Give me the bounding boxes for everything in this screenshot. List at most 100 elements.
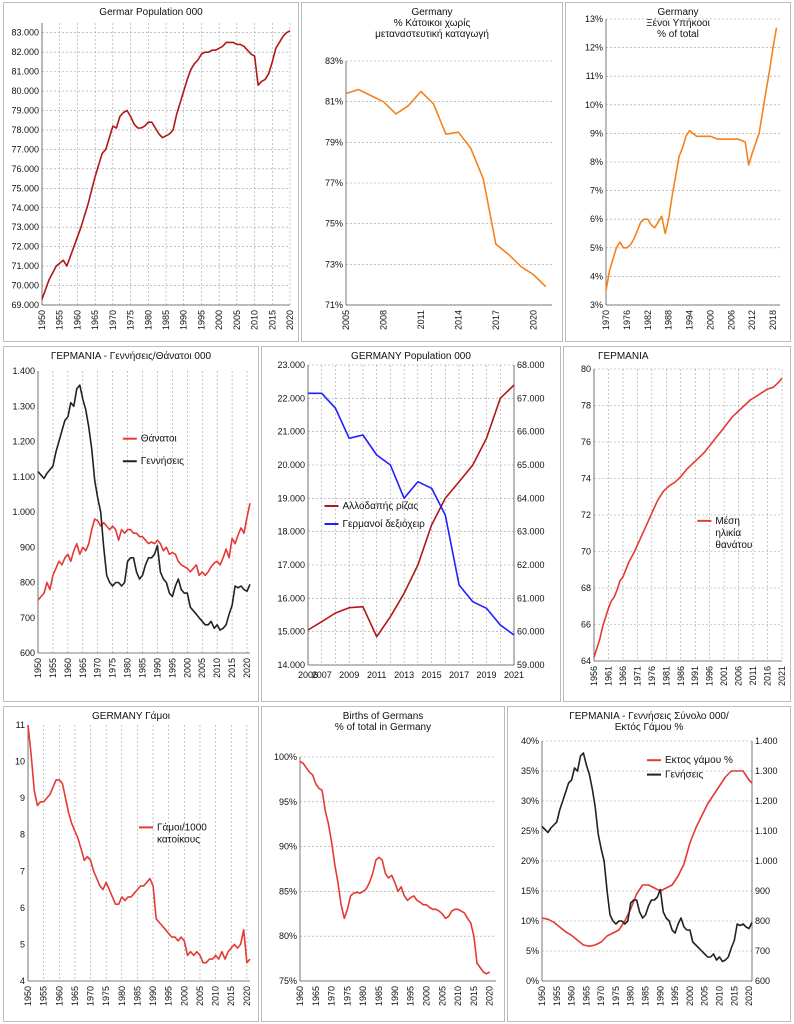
y-tick-label: 30% [521,796,539,806]
x-tick-label: 2017 [491,310,501,330]
x-tick-label: 2021 [777,666,787,686]
y-tick-label: 35% [521,766,539,776]
x-tick-label: 1965 [90,310,100,330]
legend-label: Γενήσεις [665,769,703,781]
y-tick-label: 4% [590,271,603,281]
chart-population: Germar Population 000 69.000 70.000 71.000 7… [3,2,299,342]
y-tick-label: 21.000 [277,427,305,437]
y-tick-label: 83.000 [11,28,39,38]
x-tick-label: 2000 [705,310,715,330]
y2-tick-label: 700 [755,946,770,956]
y-tick-label: 700 [20,613,35,623]
chart-title: μεταναστευτική καταγωγή [375,28,489,40]
x-tick-label: 2010 [250,310,260,330]
x-tick-label: 2013 [394,670,414,680]
y-tick-label: 6 [20,903,25,913]
y-tick-label: 1.100 [12,472,35,482]
y-tick-label: 15.000 [277,627,305,637]
legend-label: Γεννήσεις [141,455,184,467]
x-tick-label: 2016 [763,666,773,686]
x-tick-label: 1995 [196,310,206,330]
x-tick-label: 2005 [195,986,205,1006]
x-tick-label: 1960 [54,986,64,1006]
x-tick-label: 2000 [179,986,189,1006]
x-tick-label: 2020 [744,986,754,1006]
y-tick-label: 79.000 [11,106,39,116]
x-tick-label: 1955 [48,658,58,678]
x-tick-label: 1990 [148,986,158,1006]
legend-label: θανάτου [715,539,752,551]
y-tick-label: 14.000 [277,660,305,670]
x-tick-label: 1995 [167,658,177,678]
chart-title: Germany [411,7,452,18]
x-tick-label: 2015 [227,658,237,678]
x-tick-label: 2010 [714,986,724,1006]
series-line-0 [27,724,251,964]
x-tick-label: 2005 [437,986,447,1006]
x-tick-label: 1970 [86,986,96,1006]
x-tick-label: 1965 [70,986,80,1006]
x-tick-label: 1976 [622,310,632,330]
y-tick-label: 25% [521,826,539,836]
chart-title: % of total [657,29,699,40]
y-tick-label: 77% [325,178,343,188]
legend-label: ηλικία [715,527,741,539]
x-tick-label: 1971 [632,666,642,686]
x-tick-label: 1990 [655,986,665,1006]
x-tick-label: 2018 [768,310,778,330]
series-line-0 [345,88,547,288]
chart-title: Germany [657,7,698,18]
y2-tick-label: 63.000 [517,527,545,537]
x-tick-label: 1965 [311,986,321,1006]
y2-tick-label: 67.000 [517,393,545,403]
y-tick-label: 64 [581,656,591,666]
x-tick-label: 1980 [117,986,127,1006]
y-tick-label: 73.000 [11,222,39,232]
x-tick-label: 2010 [453,986,463,1006]
y-tick-label: 5% [526,946,539,956]
chart-title: Εκτός Γάμου % [615,721,684,733]
x-tick-label: 1960 [567,986,577,1006]
y-tick-label: 9 [20,793,25,803]
y-tick-label: 100% [274,752,297,762]
y-tick-label: 5 [20,939,25,949]
y-tick-label: 9% [590,128,603,138]
chart-title: GERMANY Population 000 [351,351,471,362]
y-tick-label: 77.000 [11,144,39,154]
x-tick-label: 1980 [358,986,368,1006]
series-line-0 [541,770,753,947]
x-tick-label: 2000 [214,310,224,330]
x-tick-label: 1975 [611,986,621,1006]
x-tick-label: 2005 [197,658,207,678]
y2-tick-label: 68.000 [517,360,545,370]
x-tick-label: 1976 [647,666,657,686]
x-tick-label: 1956 [589,666,599,686]
y-tick-label: 72.000 [11,242,39,252]
y-tick-label: 23.000 [277,360,305,370]
series-line-0 [299,760,491,975]
x-tick-label: 1950 [33,658,43,678]
x-tick-label: 1980 [143,310,153,330]
x-tick-label: 1955 [55,310,65,330]
y-tick-label: 900 [20,542,35,552]
legend-label: Θάνατοι [141,433,177,445]
x-tick-label: 1950 [37,310,47,330]
x-tick-label: 2021 [504,670,524,680]
chart-population-origin: GERMANY Population 000 14.000 15.000 16.000… [261,346,561,702]
y2-tick-label: 1.000 [755,856,778,866]
x-tick-label: 1966 [618,666,628,686]
x-tick-label: 2020 [485,986,495,1006]
x-tick-label: 2015 [267,310,277,330]
x-tick-label: 1955 [552,986,562,1006]
y-tick-label: 13% [585,14,603,24]
series-line-0 [307,384,515,638]
x-tick-label: 2005 [341,310,351,330]
y-tick-label: 22.000 [277,393,305,403]
x-tick-label: 1965 [581,986,591,1006]
x-tick-label: 1995 [406,986,416,1006]
x-tick-label: 1990 [179,310,189,330]
x-tick-label: 2011 [367,670,386,680]
y-tick-label: 1.300 [12,401,35,411]
x-tick-label: 1982 [643,310,653,330]
